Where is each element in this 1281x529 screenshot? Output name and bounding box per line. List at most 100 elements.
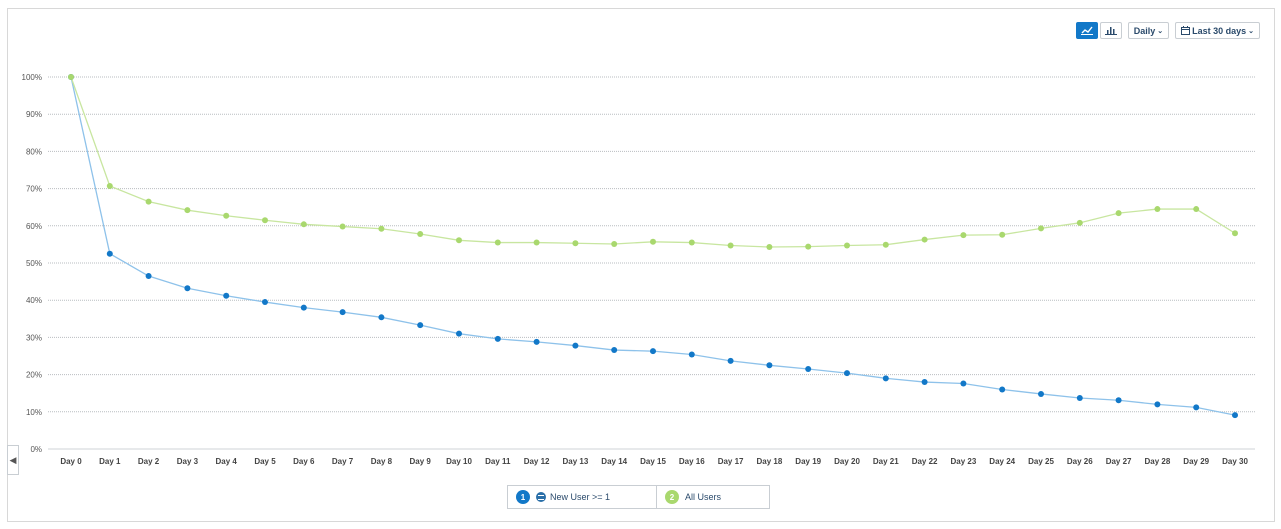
data-point-2 — [300, 221, 307, 228]
data-point-2 — [611, 241, 618, 248]
data-point-2 — [223, 212, 230, 219]
chart-panel — [7, 8, 1275, 522]
data-point-1 — [533, 338, 540, 345]
y-tick-label: 10% — [26, 408, 42, 417]
bar-chart-icon — [1104, 27, 1117, 35]
series-line-2 — [70, 76, 1236, 248]
data-point-2 — [494, 239, 501, 246]
data-point-1 — [184, 285, 191, 292]
collapse-panel-button[interactable]: ◀ — [7, 445, 19, 475]
x-tick-label: Day 19 — [795, 457, 821, 466]
data-point-2 — [1115, 210, 1122, 217]
data-point-1 — [611, 347, 618, 354]
data-point-1 — [727, 357, 734, 364]
data-point-1 — [339, 309, 346, 316]
x-tick-label: Day 3 — [177, 457, 199, 466]
x-tick-label: Day 18 — [757, 457, 783, 466]
data-point-2 — [184, 207, 191, 214]
y-tick-label: 100% — [22, 73, 42, 82]
date-range-dropdown[interactable]: Last 30 days ⌄ — [1175, 22, 1260, 39]
y-tick-label: 60% — [26, 222, 42, 231]
x-tick-label: Day 21 — [873, 457, 899, 466]
data-point-1 — [921, 379, 928, 386]
x-tick-label: Day 15 — [640, 457, 666, 466]
data-point-2 — [921, 236, 928, 243]
data-point-2 — [650, 238, 656, 245]
data-point-1 — [844, 370, 850, 377]
chart-controls: Daily ⌄ Last 30 days ⌄ — [1075, 22, 1260, 39]
data-point-1 — [960, 380, 967, 387]
y-axis-ticks: 0% 10% 20% 30% 40% 50% 60% 70% 80% 90% 100% — [22, 73, 42, 454]
x-tick-label: Day 12 — [524, 457, 550, 466]
data-point-1 — [1076, 395, 1083, 402]
data-point-1 — [223, 292, 230, 299]
data-point-2 — [1076, 219, 1083, 226]
data-point-2 — [456, 237, 462, 244]
series-line-1 — [70, 76, 1236, 416]
data-point-1 — [1038, 390, 1044, 397]
data-point-1 — [456, 330, 462, 337]
series-lines — [70, 76, 1236, 416]
data-point-2 — [727, 242, 734, 249]
data-point-2 — [1193, 206, 1200, 213]
x-tick-label: Day 10 — [446, 457, 472, 466]
line-chart-icon — [1080, 26, 1093, 35]
data-point-2 — [960, 232, 967, 239]
x-tick-label: Day 9 — [410, 457, 432, 466]
x-tick-label: Day 30 — [1222, 457, 1248, 466]
y-tick-label: 70% — [26, 185, 42, 194]
x-tick-label: Day 24 — [989, 457, 1015, 466]
data-point-1 — [882, 375, 889, 382]
data-point-2 — [1038, 225, 1044, 232]
chevron-left-icon: ◀ — [9, 454, 17, 465]
data-point-2 — [999, 231, 1006, 238]
y-tick-label: 30% — [26, 333, 42, 342]
x-tick-label: Day 5 — [254, 457, 276, 466]
x-tick-label: Day 6 — [293, 457, 315, 466]
data-point-2 — [805, 243, 812, 250]
x-tick-label: Day 29 — [1183, 457, 1209, 466]
data-point-1 — [1232, 412, 1238, 419]
legend-badge-2: 2 — [665, 490, 679, 504]
y-tick-label: 40% — [26, 296, 42, 305]
x-tick-label: Day 25 — [1028, 457, 1054, 466]
legend-badge-1: 1 — [516, 490, 530, 504]
x-tick-label: Day 1 — [99, 457, 121, 466]
legend: 1 New User >= 1 2 All Users — [507, 485, 770, 509]
bar-chart-button[interactable] — [1099, 22, 1122, 39]
y-tick-label: 50% — [26, 259, 42, 268]
data-point-2 — [262, 217, 268, 224]
data-point-2 — [844, 242, 850, 249]
x-tick-label: Day 20 — [834, 457, 860, 466]
legend-item-new-user[interactable]: 1 New User >= 1 — [508, 486, 657, 508]
data-point-2 — [68, 74, 74, 80]
data-point-2 — [766, 244, 773, 251]
x-tick-label: Day 7 — [332, 457, 354, 466]
x-tick-label: Day 23 — [951, 457, 977, 466]
chevron-down-icon: ⌄ — [1157, 27, 1164, 35]
y-tick-label: 0% — [30, 445, 42, 454]
data-point-2 — [688, 239, 695, 246]
x-tick-label: Day 8 — [371, 457, 393, 466]
data-point-2 — [339, 223, 346, 230]
data-point-1 — [650, 348, 656, 355]
legend-label-1: New User >= 1 — [550, 492, 611, 502]
x-tick-label: Day 28 — [1145, 457, 1171, 466]
interval-dropdown[interactable]: Daily ⌄ — [1127, 22, 1170, 39]
data-point-1 — [999, 386, 1006, 393]
chevron-down-icon: ⌄ — [1248, 27, 1254, 35]
data-point-1 — [1154, 401, 1161, 408]
gridlines — [48, 76, 1255, 450]
interval-label: Daily — [1133, 25, 1156, 36]
line-chart-button[interactable] — [1075, 22, 1098, 39]
data-point-1 — [378, 314, 385, 321]
data-point-1 — [572, 342, 579, 349]
data-point-1 — [494, 335, 501, 342]
legend-item-all-users[interactable]: 2 All Users — [657, 486, 769, 508]
x-axis-ticks: Day 0 Day 1 Day 2 Day 3 Day 4 Day 5 Day 6 Day 7… — [60, 457, 1248, 466]
data-point-1 — [805, 366, 812, 373]
data-point-1 — [1193, 404, 1200, 411]
data-point-1 — [145, 273, 152, 280]
y-tick-label: 20% — [26, 371, 42, 380]
